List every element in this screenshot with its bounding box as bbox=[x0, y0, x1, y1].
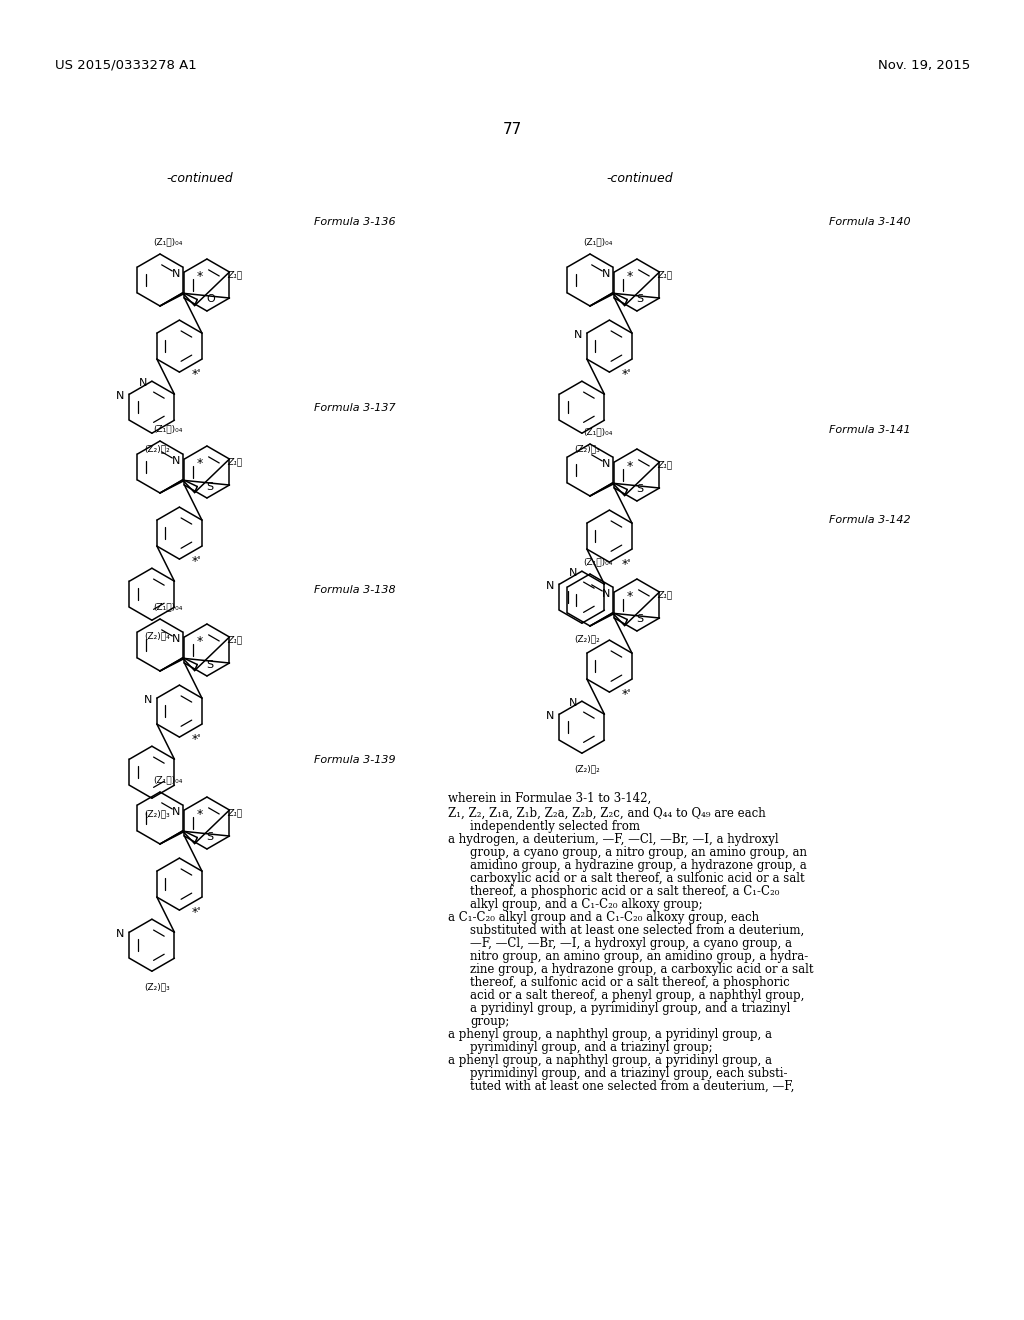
Text: N: N bbox=[602, 589, 610, 599]
Text: substituted with at least one selected from a deuterium,: substituted with at least one selected f… bbox=[470, 924, 804, 937]
Text: Z₁ၢ: Z₁ၢ bbox=[227, 458, 242, 466]
Text: S: S bbox=[636, 294, 643, 305]
Text: Z₁ၢ: Z₁ၢ bbox=[227, 271, 242, 280]
Text: *': *' bbox=[622, 367, 631, 380]
Text: Nov. 19, 2015: Nov. 19, 2015 bbox=[878, 58, 970, 71]
Text: (Z₂)ၢ₂: (Z₂)ၢ₂ bbox=[144, 445, 170, 454]
Text: a phenyl group, a naphthyl group, a pyridinyl group, a: a phenyl group, a naphthyl group, a pyri… bbox=[449, 1028, 772, 1041]
Text: Formula 3-137: Formula 3-137 bbox=[314, 403, 396, 413]
Text: (Z₁ၢ)₀₄: (Z₁ၢ)₀₄ bbox=[584, 238, 612, 247]
Text: S: S bbox=[636, 484, 643, 495]
Text: nitro group, an amino group, an amidino group, a hydra-: nitro group, an amino group, an amidino … bbox=[470, 950, 808, 964]
Text: Z₁, Z₂, Z₁a, Z₁b, Z₂a, Z₂b, Z₂c, and Q₄₄ to Q₄₉ are each: Z₁, Z₂, Z₁a, Z₁b, Z₂a, Z₂b, Z₂c, and Q₄₄… bbox=[449, 807, 766, 820]
Text: a C₁-C₂₀ alkyl group and a C₁-C₂₀ alkoxy group, each: a C₁-C₂₀ alkyl group and a C₁-C₂₀ alkoxy… bbox=[449, 911, 759, 924]
Text: *': *' bbox=[622, 688, 631, 701]
Text: thereof, a phosphoric acid or a salt thereof, a C₁-C₂₀: thereof, a phosphoric acid or a salt the… bbox=[470, 884, 779, 898]
Text: Formula 3-142: Formula 3-142 bbox=[829, 515, 910, 525]
Text: Formula 3-139: Formula 3-139 bbox=[314, 755, 396, 766]
Text: —F, —Cl, —Br, —I, a hydroxyl group, a cyano group, a: —F, —Cl, —Br, —I, a hydroxyl group, a cy… bbox=[470, 937, 792, 950]
Text: wherein in Formulae 3-1 to 3-142,: wherein in Formulae 3-1 to 3-142, bbox=[449, 792, 651, 805]
Text: N: N bbox=[546, 711, 554, 721]
Text: *: * bbox=[627, 269, 633, 282]
Text: O: O bbox=[206, 294, 215, 305]
Text: N: N bbox=[172, 807, 180, 817]
Text: N: N bbox=[172, 455, 180, 466]
Text: acid or a salt thereof, a phenyl group, a naphthyl group,: acid or a salt thereof, a phenyl group, … bbox=[470, 989, 805, 1002]
Text: Formula 3-136: Formula 3-136 bbox=[314, 216, 396, 227]
Text: *: * bbox=[197, 269, 203, 282]
Text: -continued: -continued bbox=[606, 172, 674, 185]
Text: (Z₂)ၢ₃: (Z₂)ၢ₃ bbox=[574, 445, 600, 454]
Text: *': *' bbox=[191, 554, 201, 568]
Text: *': *' bbox=[622, 557, 631, 570]
Text: N: N bbox=[143, 696, 152, 705]
Text: N: N bbox=[602, 459, 610, 469]
Text: Z₁ၢ: Z₁ၢ bbox=[657, 590, 672, 599]
Text: Z₁ၢ: Z₁ၢ bbox=[657, 461, 672, 470]
Text: zine group, a hydrazone group, a carboxylic acid or a salt: zine group, a hydrazone group, a carboxy… bbox=[470, 964, 813, 975]
Text: pyrimidinyl group, and a triazinyl group;: pyrimidinyl group, and a triazinyl group… bbox=[470, 1041, 713, 1053]
Text: amidino group, a hydrazine group, a hydrazone group, a: amidino group, a hydrazine group, a hydr… bbox=[470, 859, 807, 873]
Text: Formula 3-140: Formula 3-140 bbox=[829, 216, 910, 227]
Text: (Z₂)ၢ₃: (Z₂)ၢ₃ bbox=[144, 982, 170, 991]
Text: pyrimidinyl group, and a triazinyl group, each substi-: pyrimidinyl group, and a triazinyl group… bbox=[470, 1067, 787, 1080]
Text: a phenyl group, a naphthyl group, a pyridinyl group, a: a phenyl group, a naphthyl group, a pyri… bbox=[449, 1053, 772, 1067]
Text: *': *' bbox=[191, 367, 201, 380]
Text: *: * bbox=[197, 635, 203, 648]
Text: a hydrogen, a deuterium, —F, —Cl, —Br, —I, a hydroxyl: a hydrogen, a deuterium, —F, —Cl, —Br, —… bbox=[449, 833, 778, 846]
Text: Z₁ၢ: Z₁ၢ bbox=[227, 635, 242, 644]
Text: tuted with at least one selected from a deuterium, —F,: tuted with at least one selected from a … bbox=[470, 1080, 795, 1093]
Text: *': *' bbox=[191, 906, 201, 919]
Text: *: * bbox=[197, 808, 203, 821]
Text: group, a cyano group, a nitro group, an amino group, an: group, a cyano group, a nitro group, an … bbox=[470, 846, 807, 859]
Text: *': *' bbox=[191, 733, 201, 746]
Text: (Z₂)ၢ₂: (Z₂)ၢ₂ bbox=[574, 635, 600, 644]
Text: independently selected from: independently selected from bbox=[470, 820, 640, 833]
Text: (Z₁ၢ)₀₄: (Z₁ၢ)₀₄ bbox=[154, 602, 182, 611]
Text: (Z₁ၢ)₀₄: (Z₁ၢ)₀₄ bbox=[584, 428, 612, 437]
Text: N: N bbox=[546, 581, 554, 591]
Text: (Z₁ၢ)₀₄: (Z₁ၢ)₀₄ bbox=[154, 238, 182, 247]
Text: (Z₁ၢ)₀₄: (Z₁ၢ)₀₄ bbox=[584, 557, 612, 566]
Text: -continued: -continued bbox=[167, 172, 233, 185]
Text: N: N bbox=[172, 634, 180, 644]
Text: (Z₂)ၢ₃: (Z₂)ၢ₃ bbox=[144, 809, 170, 818]
Text: alkyl group, and a C₁-C₂₀ alkoxy group;: alkyl group, and a C₁-C₂₀ alkoxy group; bbox=[470, 898, 702, 911]
Text: S: S bbox=[206, 482, 213, 491]
Text: N: N bbox=[568, 568, 577, 578]
Text: N: N bbox=[568, 698, 577, 709]
Text: a pyridinyl group, a pyrimidinyl group, and a triazinyl: a pyridinyl group, a pyrimidinyl group, … bbox=[470, 1002, 791, 1015]
Text: Formula 3-138: Formula 3-138 bbox=[314, 585, 396, 595]
Text: N: N bbox=[573, 330, 582, 341]
Text: (Z₂)ၢ₂: (Z₂)ၢ₂ bbox=[574, 764, 600, 774]
Text: N: N bbox=[116, 391, 124, 401]
Text: thereof, a sulfonic acid or a salt thereof, a phosphoric: thereof, a sulfonic acid or a salt there… bbox=[470, 975, 790, 989]
Text: group;: group; bbox=[470, 1015, 509, 1028]
Text: (Z₂)ၢ₄: (Z₂)ၢ₄ bbox=[144, 632, 170, 640]
Text: S: S bbox=[206, 660, 213, 669]
Text: S: S bbox=[206, 833, 213, 842]
Text: *: * bbox=[627, 590, 633, 602]
Text: N: N bbox=[602, 269, 610, 279]
Text: *: * bbox=[627, 459, 633, 473]
Text: US 2015/0333278 A1: US 2015/0333278 A1 bbox=[55, 58, 197, 71]
Text: carboxylic acid or a salt thereof, a sulfonic acid or a salt: carboxylic acid or a salt thereof, a sul… bbox=[470, 873, 805, 884]
Text: (Z₁ၢ)₀₄: (Z₁ၢ)₀₄ bbox=[154, 425, 182, 433]
Text: Z₁ၢ: Z₁ၢ bbox=[227, 809, 242, 817]
Text: Z₁ၢ: Z₁ၢ bbox=[657, 271, 672, 280]
Text: N: N bbox=[138, 379, 146, 388]
Text: *: * bbox=[197, 457, 203, 470]
Text: N: N bbox=[172, 269, 180, 279]
Text: Formula 3-141: Formula 3-141 bbox=[829, 425, 910, 436]
Text: (Z₁ၢ)₀₄: (Z₁ၢ)₀₄ bbox=[154, 776, 182, 784]
Text: S: S bbox=[636, 615, 643, 624]
Text: N: N bbox=[116, 929, 124, 940]
Text: 77: 77 bbox=[503, 123, 521, 137]
